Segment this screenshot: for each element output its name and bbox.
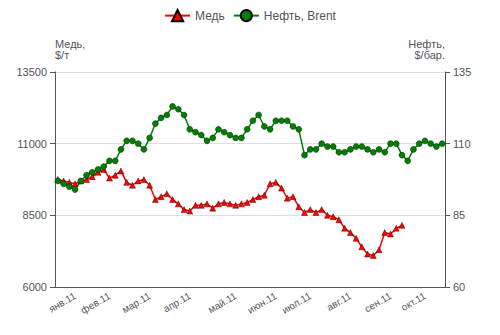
svg-text:янв.11: янв.11 [47,290,78,314]
svg-text:135: 135 [453,66,471,78]
svg-text:8500: 8500 [23,209,47,221]
svg-text:110: 110 [453,138,471,150]
svg-text:Нефть, Brent: Нефть, Brent [264,9,337,23]
svg-text:Нефть,: Нефть, [408,37,445,50]
svg-text:85: 85 [453,209,465,221]
svg-text:май.11: май.11 [206,290,239,315]
svg-text:13500: 13500 [16,66,47,78]
svg-text:сен.11: сен.11 [362,290,393,314]
svg-text:60: 60 [453,281,465,293]
svg-text:апр.11: апр.11 [161,290,193,315]
svg-text:июн.11: июн.11 [246,290,279,316]
svg-text:фев.11: фев.11 [79,290,113,316]
svg-text:окт.11: окт.11 [399,290,428,313]
svg-text:6000: 6000 [23,281,47,293]
svg-text:11000: 11000 [17,138,47,150]
svg-text:авг.11: авг.11 [325,290,354,313]
svg-text:мар.11: мар.11 [120,290,153,315]
svg-text:Медь,: Медь, [55,37,86,50]
svg-text:Медь: Медь [195,9,225,23]
svg-text:июл.11: июл.11 [280,290,313,316]
svg-text:$/т: $/т [55,49,69,61]
svg-text:$/бар.: $/бар. [414,49,445,61]
